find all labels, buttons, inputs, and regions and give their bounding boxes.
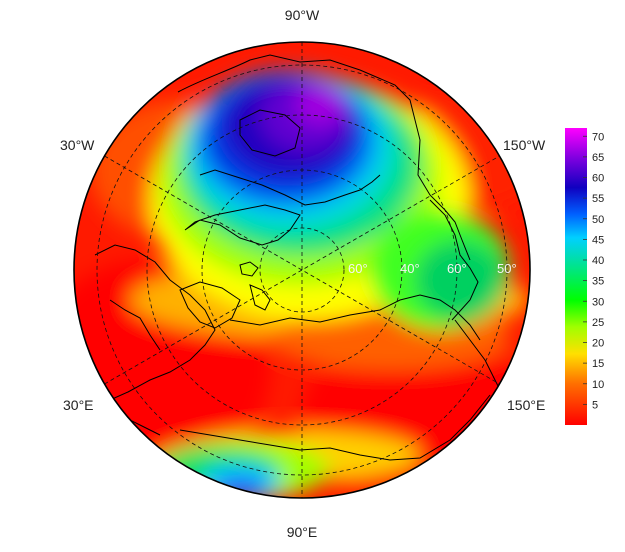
colorbar-tick-label: 60: [592, 173, 604, 185]
latitude-label: 50°: [497, 261, 517, 276]
colorbar-ticks: 70 65 60 55 50 45 40 35 30 25 20 15 10 5: [583, 131, 604, 411]
scandinavia-coast: [179, 281, 241, 329]
meridian-30w-150e: [104, 155, 500, 385]
longitude-label-bottom: 90°E: [287, 524, 318, 540]
colorbar-tick-label: 20: [592, 338, 604, 350]
asia-inland-border: [179, 394, 491, 461]
meridian-30e-150w: [104, 155, 500, 385]
colorbar-tick-label: 15: [592, 358, 604, 370]
colorbar-tick-label: 70: [592, 131, 604, 143]
field-layer: [74, 42, 530, 498]
colorbar-tick-label: 65: [592, 152, 604, 164]
north-america-coast: [177, 54, 471, 261]
colorbar-tick-label: 55: [592, 193, 604, 205]
latitude-label: 40°: [400, 261, 420, 276]
map-border: [73, 41, 531, 499]
longitude-label-upper-left: 30°W: [60, 137, 95, 153]
longitude-label-lower-left: 30°E: [63, 397, 94, 413]
latitude-circle-50: [96, 64, 508, 476]
colorbar-tick-label: 30: [592, 296, 604, 308]
colorbar-tick-label: 45: [592, 234, 604, 246]
baltic-coast: [109, 299, 161, 351]
graticule: [96, 42, 508, 498]
colorbar-tick-label: 25: [592, 317, 604, 329]
svalbard-coast: [239, 261, 259, 277]
colorbar-tick-label: 50: [592, 214, 604, 226]
colorbar: 70 65 60 55 50 45 40 35 30 25 20 15 10 5: [565, 128, 604, 425]
colorbar-gradient: [565, 128, 587, 425]
latitude-label: 60°: [348, 261, 368, 276]
colorbar-tick-label: 40: [592, 255, 604, 267]
coastlines: [94, 54, 506, 461]
colorbar-tick-label: 5: [592, 399, 598, 411]
latitude-label: 60°: [447, 261, 467, 276]
alaska-coast: [429, 199, 479, 321]
europe-coast: [94, 244, 216, 401]
arctic-archipelago-coast: [199, 169, 381, 206]
longitude-label-lower-right: 150°E: [507, 397, 545, 413]
colorbar-tick-label: 35: [592, 276, 604, 288]
longitude-label-top: 90°W: [285, 7, 320, 23]
siberia-coast: [229, 294, 481, 341]
longitude-label-upper-right: 150°W: [503, 137, 546, 153]
hudson-bay-coast: [239, 109, 301, 157]
colorbar-tick-label: 10: [592, 379, 604, 391]
novaya-zemlya-coast: [249, 284, 271, 311]
